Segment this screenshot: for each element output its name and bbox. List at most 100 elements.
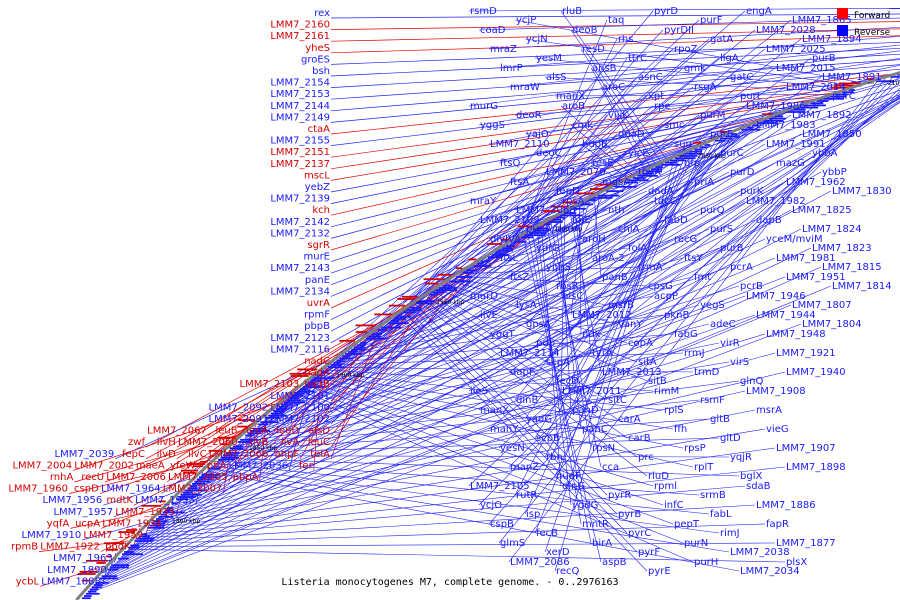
- gene-feature-reverse: [245, 434, 255, 437]
- gene-feature-reverse: [171, 502, 178, 505]
- gene-label-left: LMM7_2036: [228, 460, 288, 471]
- gene-label-right: yesM: [536, 53, 562, 64]
- gene-label-right: LMM7_1981: [776, 253, 836, 264]
- gene-feature-forward: [220, 443, 228, 446]
- leader-line: [196, 385, 299, 471]
- gene-feature-reverse: [189, 485, 198, 487]
- gene-feature-reverse: [257, 423, 268, 426]
- gene-label-left: telA: [310, 449, 330, 460]
- gene-label-right: fepD: [556, 186, 580, 197]
- legend-forward-label: Forward: [854, 11, 890, 21]
- gene-label-right: scpB: [536, 433, 560, 444]
- leader-line: [478, 75, 900, 506]
- gene-label-right: rpoZ: [674, 44, 698, 55]
- scale-tick-label: 2100 kbp: [888, 80, 900, 87]
- gene-label-right: fabL: [710, 509, 732, 520]
- leader-line: [554, 159, 675, 572]
- gene-label-right: pyrD: [654, 6, 678, 17]
- gene-feature-forward: [437, 273, 452, 276]
- gene-feature-forward: [289, 372, 312, 375]
- leader-line: [100, 503, 165, 529]
- legend-reverse-label: Reverse: [854, 28, 891, 38]
- leader-line: [143, 447, 776, 534]
- gene-feature-reverse: [372, 333, 383, 336]
- gene-label-left: LMM7_2139: [270, 194, 330, 205]
- gene-feature-reverse: [752, 124, 759, 127]
- gene-label-right: cspB: [490, 519, 514, 530]
- gene-label-right: purM: [700, 110, 725, 121]
- gene-label-left: LMM7_2153: [270, 89, 330, 100]
- gene-label-left: cspD: [74, 484, 99, 495]
- gene-label-right: panD: [572, 405, 599, 416]
- leader-line: [570, 124, 636, 178]
- leader-line: [196, 67, 776, 482]
- leader-line: [524, 38, 861, 87]
- leader-line: [313, 366, 323, 471]
- gene-label-left: LMM7_2066: [209, 449, 269, 460]
- leader-line: [133, 472, 198, 506]
- scale-tick-label: 1900 kbp: [336, 372, 364, 379]
- gene-label-left: LMM7_1964: [101, 484, 161, 495]
- leader-line: [176, 347, 347, 460]
- gene-feature-reverse: [403, 311, 416, 314]
- gene-feature-forward: [118, 531, 136, 534]
- gene-feature-reverse: [665, 161, 677, 164]
- gene-feature-reverse: [699, 146, 707, 149]
- leader-line: [148, 409, 756, 529]
- gene-label-right: alsS: [546, 72, 566, 83]
- gene-label-right: sun: [674, 139, 692, 150]
- gene-label-right: priA: [694, 177, 714, 188]
- leader-line: [271, 152, 720, 415]
- gene-label-right: LMM7_1830: [832, 186, 892, 197]
- gene-label-right: LMM7_1850: [802, 129, 862, 140]
- gene-label-left: rpmB: [11, 542, 38, 553]
- leader-line: [106, 171, 822, 573]
- gene-label-right: ilvE: [480, 310, 498, 321]
- gene-feature-reverse: [429, 293, 438, 296]
- gene-label-right: rsmF: [700, 395, 725, 406]
- gene-feature-reverse: [311, 379, 323, 382]
- gene-label-right: murG: [470, 101, 498, 112]
- gene-feature-reverse: [889, 75, 900, 78]
- gene-feature-reverse: [875, 80, 894, 83]
- gene-label-right: dfp: [684, 158, 700, 169]
- gene-feature-reverse: [439, 287, 457, 289]
- leader-line: [102, 209, 792, 579]
- gene-label-right: glnQ: [740, 376, 763, 387]
- leader-line: [523, 237, 602, 563]
- gene-label-right: yadG: [526, 414, 552, 425]
- gene-feature-reverse: [528, 232, 547, 234]
- gene-feature-reverse: [419, 300, 435, 303]
- gene-feature-reverse: [199, 476, 218, 479]
- leader-line: [103, 478, 191, 506]
- gene-feature-reverse: [449, 280, 471, 283]
- gene-label-right: mntR: [582, 519, 609, 530]
- gene-feature-reverse: [283, 401, 305, 404]
- gene-label-right: engA: [746, 6, 772, 17]
- gene-feature-forward: [297, 368, 318, 371]
- gene-label-right: sitB: [648, 376, 667, 387]
- gene-label-right: LMM7_2068: [516, 205, 576, 216]
- leader-line: [215, 463, 710, 515]
- gene-feature-reverse: [101, 575, 118, 578]
- gene-label-right: pdp: [536, 338, 555, 349]
- gene-label-right: manZ: [510, 462, 539, 473]
- gene-label-right: mgsA: [602, 177, 630, 188]
- gene-feature-reverse: [487, 256, 503, 259]
- gene-feature-reverse: [149, 524, 165, 527]
- gene-label-right: carA: [618, 414, 641, 425]
- gene-label-left: leuA: [246, 426, 268, 437]
- leader-line: [330, 154, 675, 286]
- leader-line: [330, 28, 900, 42]
- gene-feature-forward: [839, 82, 861, 85]
- gene-label-right: yajO: [526, 129, 549, 140]
- leader-line: [478, 85, 900, 221]
- gene-feature-reverse: [252, 427, 266, 430]
- gene-label-left: LMM7_2142: [270, 217, 330, 228]
- gene-feature-reverse: [305, 383, 318, 386]
- gene-label-left: LMM7_2060: [178, 437, 238, 448]
- gene-feature-reverse: [366, 337, 388, 340]
- leader-line: [166, 422, 253, 483]
- gene-feature-forward: [183, 471, 196, 474]
- gene-feature-reverse: [300, 388, 309, 391]
